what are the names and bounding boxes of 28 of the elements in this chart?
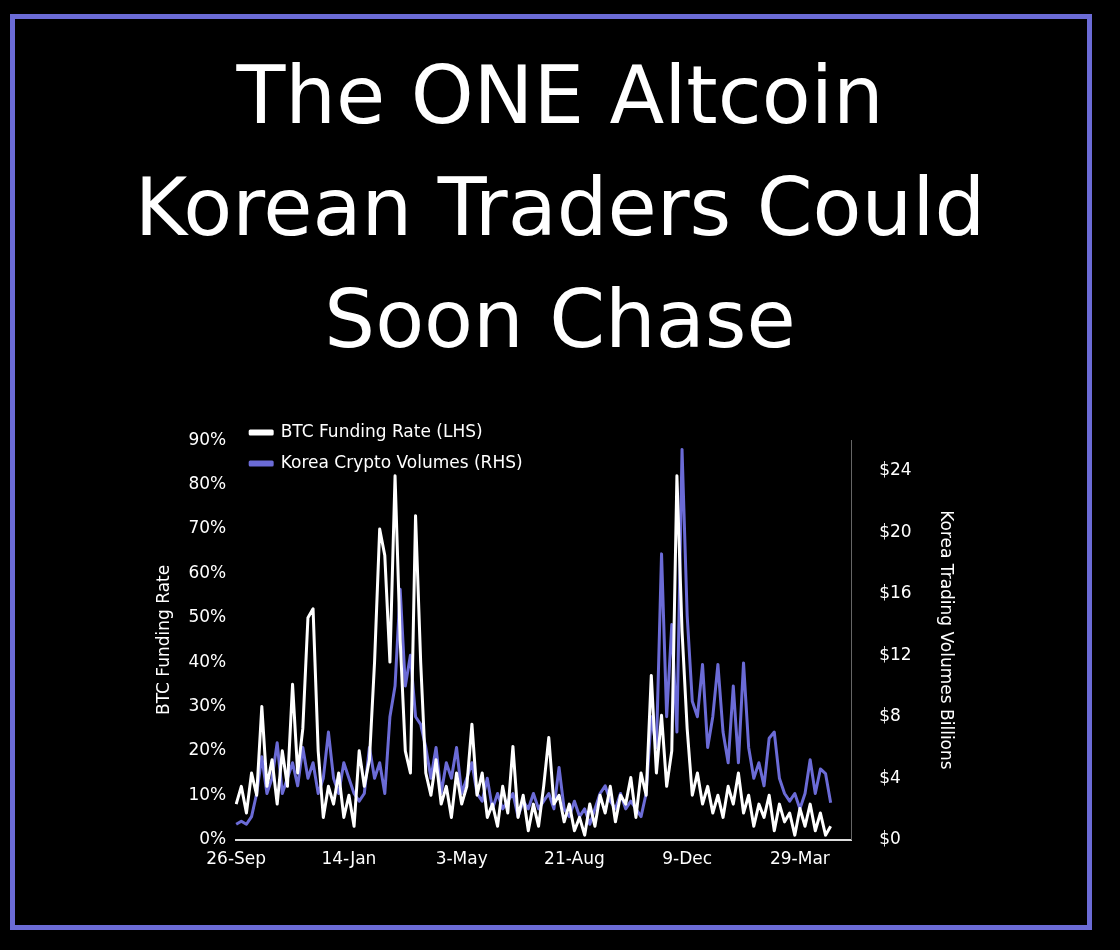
x-tick-label: 14-Jan <box>321 848 377 869</box>
legend-label: BTC Funding Rate (LHS) <box>280 420 483 441</box>
chart-title: The ONE Altcoin Korean Traders Could Soon Chase <box>133 48 987 368</box>
y2-tick-label: $20 <box>879 520 912 541</box>
y-tick-label: 90% <box>188 428 227 449</box>
x-tick-label: 9-Dec <box>662 848 713 869</box>
y2-tick-label: $12 <box>879 643 912 664</box>
y-tick-label: 20% <box>188 739 227 760</box>
y2-tick-label: $16 <box>879 582 912 603</box>
y2-tick-label: $8 <box>879 705 901 726</box>
y2-tick-label: $24 <box>879 459 912 480</box>
x-tick-label: 26-Sep <box>206 848 267 869</box>
y-tick-label: 60% <box>188 561 227 582</box>
y-tick-label: 40% <box>188 650 227 671</box>
y-tick-label: 50% <box>188 606 227 627</box>
y-axis-title: BTC Funding Rate <box>152 564 173 715</box>
legend-label: Korea Crypto Volumes (RHS) <box>280 451 523 472</box>
y-tick-label: 30% <box>188 694 227 715</box>
x-tick-label: 21-Aug <box>544 848 605 869</box>
y-tick-label: 0% <box>199 828 227 849</box>
y2-tick-label: $0 <box>879 828 901 849</box>
y-tick-label: 80% <box>188 473 227 493</box>
y-tick-label: 10% <box>188 783 227 804</box>
x-tick-label: 3-May <box>435 848 488 869</box>
x-tick-label: 29-Mar <box>769 848 830 869</box>
y2-tick-label: $4 <box>879 766 901 787</box>
y-tick-label: 70% <box>188 517 227 538</box>
y2-axis-title: Korea Trading Volumes Billions <box>937 510 958 770</box>
